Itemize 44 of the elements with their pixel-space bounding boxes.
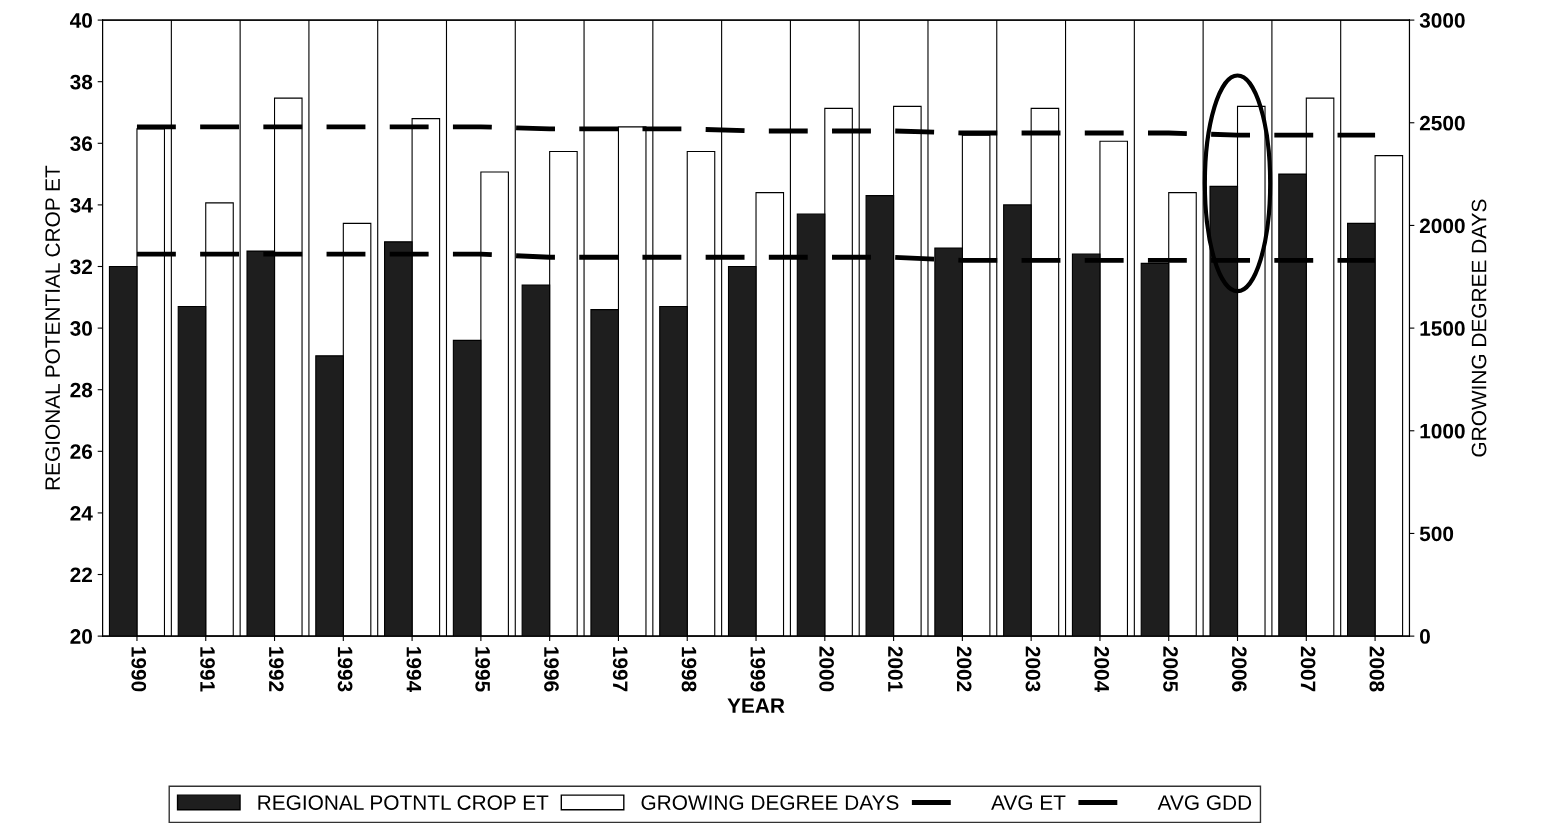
y2-tick-label: 3000	[1419, 13, 1465, 28]
legend-label: AVG ET	[991, 795, 1066, 810]
x-tick-label: 2006	[1231, 646, 1247, 692]
y-axis-title: REGIONAL POTENTIAL CROP ET	[45, 165, 60, 490]
y2-tick-label: 0	[1420, 629, 1430, 644]
x-tick-label: 1995	[475, 647, 491, 692]
y-tick-label: 40	[69, 13, 92, 28]
legend-label: REGIONAL POTNTL CROP ET	[258, 795, 549, 810]
x-tick-label: 2004	[1094, 646, 1110, 693]
y2-tick-label: 2500	[1419, 115, 1465, 131]
y-tick-label: 22	[70, 567, 93, 583]
x-tick-label: 1996	[544, 647, 559, 692]
x-tick-label: 1992	[268, 647, 284, 692]
x-tick-label: 2000	[819, 646, 834, 692]
x-tick-label: 1993	[337, 647, 353, 692]
x-axis-title: YEAR	[727, 698, 785, 713]
x-tick-label: 2002	[956, 646, 972, 692]
x-tick-label: 1998	[681, 647, 697, 692]
y-tick-label: 36	[70, 136, 93, 152]
y2-tick-label: 1000	[1420, 423, 1465, 439]
legend-label: GROWING DEGREE DAYS	[641, 795, 899, 810]
legend-label: AVG GDD	[1157, 795, 1252, 810]
x-tick-label: 1994	[406, 647, 422, 693]
x-tick-label: 1990	[131, 647, 147, 692]
y-tick-label: 28	[70, 382, 93, 398]
y-tick-label: 20	[70, 629, 92, 644]
x-tick-label: 2005	[1163, 646, 1178, 692]
x-tick-label: 2007	[1300, 646, 1316, 692]
x-tick-label: 2001	[888, 646, 903, 692]
x-tick-label: 2003	[1025, 646, 1041, 692]
x-tick-label: 1997	[612, 647, 628, 692]
x-tick-label: 2008	[1369, 646, 1385, 692]
y2-tick-label: 2000	[1419, 218, 1465, 234]
y-tick-label: 32	[70, 259, 93, 275]
x-tick-label: 1991	[200, 647, 215, 692]
y-tick-label: 38	[70, 74, 93, 90]
y2-tick-label: 500	[1419, 526, 1454, 542]
x-tick-label: 1999	[750, 647, 766, 692]
y2-tick-label: 1500	[1420, 321, 1465, 336]
y-tick-label: 24	[70, 505, 93, 521]
y2-axis-title: GROWING DEGREE DAYS	[1471, 199, 1487, 457]
y-tick-label: 30	[70, 321, 92, 336]
y-tick-label: 34	[70, 197, 93, 213]
y-tick-label: 26	[70, 444, 93, 460]
